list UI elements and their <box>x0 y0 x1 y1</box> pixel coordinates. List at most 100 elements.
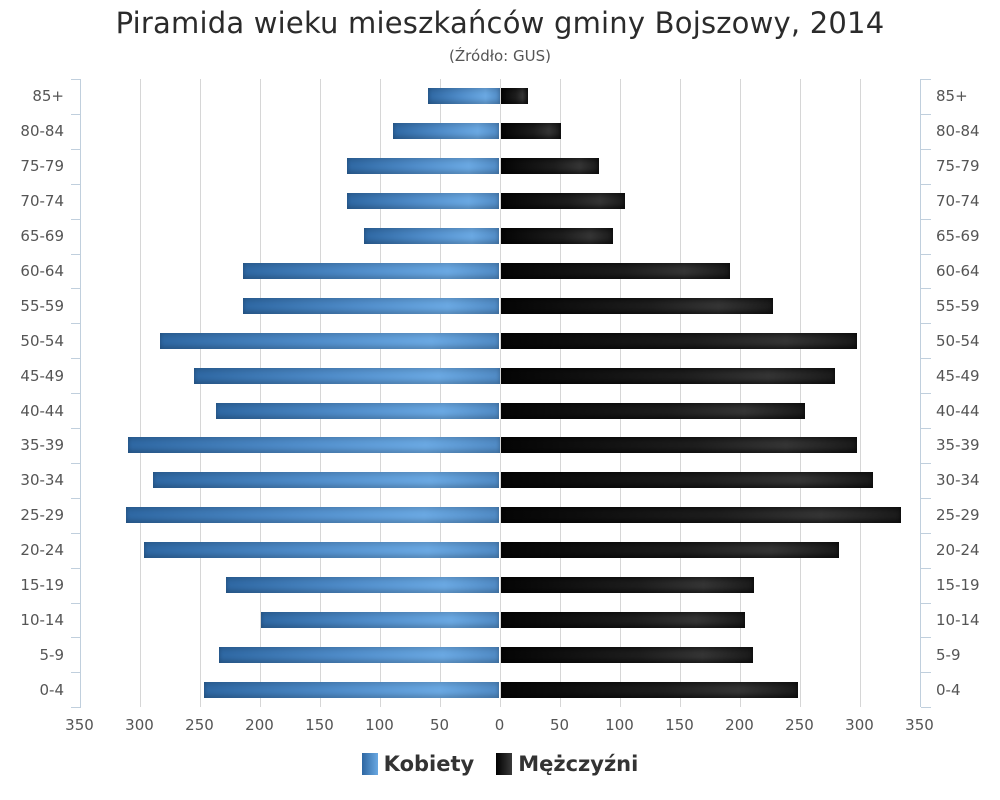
bar-mezczyzni[interactable] <box>500 646 753 663</box>
bar-kobiety[interactable] <box>126 507 500 524</box>
y-label-left: 75-79 <box>20 157 64 176</box>
bar-mezczyzni[interactable] <box>500 367 836 384</box>
y-tick <box>70 707 81 709</box>
x-tick-label: 50 <box>429 716 450 734</box>
bar-kobiety[interactable] <box>152 472 500 489</box>
bar-mezczyzni[interactable] <box>500 402 806 419</box>
bar-mezczyzni[interactable] <box>500 332 857 349</box>
gridline <box>739 79 741 707</box>
y-tick <box>920 567 931 569</box>
y-label-left: 30-34 <box>20 471 64 490</box>
y-tick <box>920 637 931 639</box>
y-tick <box>920 113 931 115</box>
y-tick <box>920 253 931 255</box>
bar-mezczyzni[interactable] <box>500 228 614 245</box>
y-tick <box>70 672 81 674</box>
bar-mezczyzni[interactable] <box>500 437 857 454</box>
bar-mezczyzni[interactable] <box>500 577 754 594</box>
y-label-left: 80-84 <box>20 122 64 141</box>
x-tick-label: 200 <box>725 716 754 734</box>
legend-label: Mężczyźni <box>518 752 639 776</box>
y-tick <box>70 602 81 604</box>
y-tick <box>920 393 931 395</box>
y-label-right: 0-4 <box>936 680 961 699</box>
y-tick <box>70 393 81 395</box>
y-tick <box>920 602 931 604</box>
y-label-left: 55-59 <box>20 296 64 315</box>
y-tick <box>920 323 931 325</box>
x-tick-label: 300 <box>845 716 874 734</box>
y-label-left: 50-54 <box>20 331 64 350</box>
bar-kobiety[interactable] <box>159 332 500 349</box>
gridline <box>679 79 681 707</box>
bar-kobiety[interactable] <box>216 402 500 419</box>
bar-mezczyzni[interactable] <box>500 542 839 559</box>
x-tick-label: 250 <box>785 716 814 734</box>
bar-kobiety[interactable] <box>347 158 500 175</box>
y-tick <box>920 428 931 429</box>
x-tick-label: 150 <box>665 716 694 734</box>
legend-item-kobiety[interactable]: Kobiety <box>361 752 475 776</box>
y-label-left: 15-19 <box>20 576 64 595</box>
y-tick <box>920 288 931 290</box>
bar-kobiety[interactable] <box>144 542 500 559</box>
y-tick <box>70 358 81 360</box>
bar-mezczyzni[interactable] <box>500 193 626 210</box>
bar-mezczyzni[interactable] <box>500 681 799 698</box>
bar-kobiety[interactable] <box>193 367 500 384</box>
y-label-right: 10-14 <box>936 610 980 629</box>
legend-label: Kobiety <box>383 752 475 776</box>
bar-kobiety[interactable] <box>225 577 500 594</box>
chart-subtitle: (Źródło: GUS) <box>449 47 551 65</box>
square-swatch-icon <box>361 753 378 775</box>
x-tick-label: 150 <box>305 716 334 734</box>
y-tick <box>70 532 81 534</box>
y-label-left: 35-39 <box>20 436 64 455</box>
y-tick <box>70 148 81 150</box>
y-tick <box>70 113 81 115</box>
y-tick <box>70 183 81 185</box>
bar-mezczyzni[interactable] <box>500 472 873 489</box>
y-label-right: 85+ <box>936 87 968 106</box>
y-tick <box>920 183 931 185</box>
bar-mezczyzni[interactable] <box>500 262 730 279</box>
bar-mezczyzni[interactable] <box>500 123 561 140</box>
bar-kobiety[interactable] <box>218 646 500 663</box>
y-tick <box>920 358 931 360</box>
gridline <box>619 79 621 707</box>
gridline <box>379 79 381 707</box>
bar-kobiety[interactable] <box>260 611 500 628</box>
bar-kobiety[interactable] <box>127 437 500 454</box>
bar-kobiety[interactable] <box>427 88 500 105</box>
y-tick <box>70 323 81 325</box>
bar-mezczyzni[interactable] <box>500 88 529 105</box>
y-label-right: 40-44 <box>936 401 980 420</box>
gridline <box>559 79 561 707</box>
bar-kobiety[interactable] <box>204 681 500 698</box>
x-tick-label: 100 <box>605 716 634 734</box>
gridline <box>259 79 261 707</box>
x-tick-label: 300 <box>125 716 154 734</box>
gridline <box>199 79 201 707</box>
gridline <box>319 79 321 707</box>
y-label-right: 80-84 <box>936 122 980 141</box>
bar-kobiety[interactable] <box>363 228 500 245</box>
bar-mezczyzni[interactable] <box>500 297 773 314</box>
y-tick <box>920 218 931 220</box>
y-tick <box>70 567 81 569</box>
y-tick <box>70 253 81 255</box>
gridline <box>799 79 801 707</box>
bar-kobiety[interactable] <box>347 193 500 210</box>
bar-mezczyzni[interactable] <box>500 507 902 524</box>
legend-item-mezczyzni[interactable]: Mężczyźni <box>496 752 638 776</box>
y-tick <box>920 462 931 464</box>
y-label-right: 30-34 <box>936 471 980 490</box>
bar-kobiety[interactable] <box>392 123 500 140</box>
bar-mezczyzni[interactable] <box>500 158 599 175</box>
bar-mezczyzni[interactable] <box>500 611 746 628</box>
bar-kobiety[interactable] <box>242 297 500 314</box>
y-label-left: 10-14 <box>20 610 64 629</box>
y-label-right: 70-74 <box>936 192 980 211</box>
bar-kobiety[interactable] <box>242 262 500 279</box>
y-axis-left <box>79 79 81 707</box>
